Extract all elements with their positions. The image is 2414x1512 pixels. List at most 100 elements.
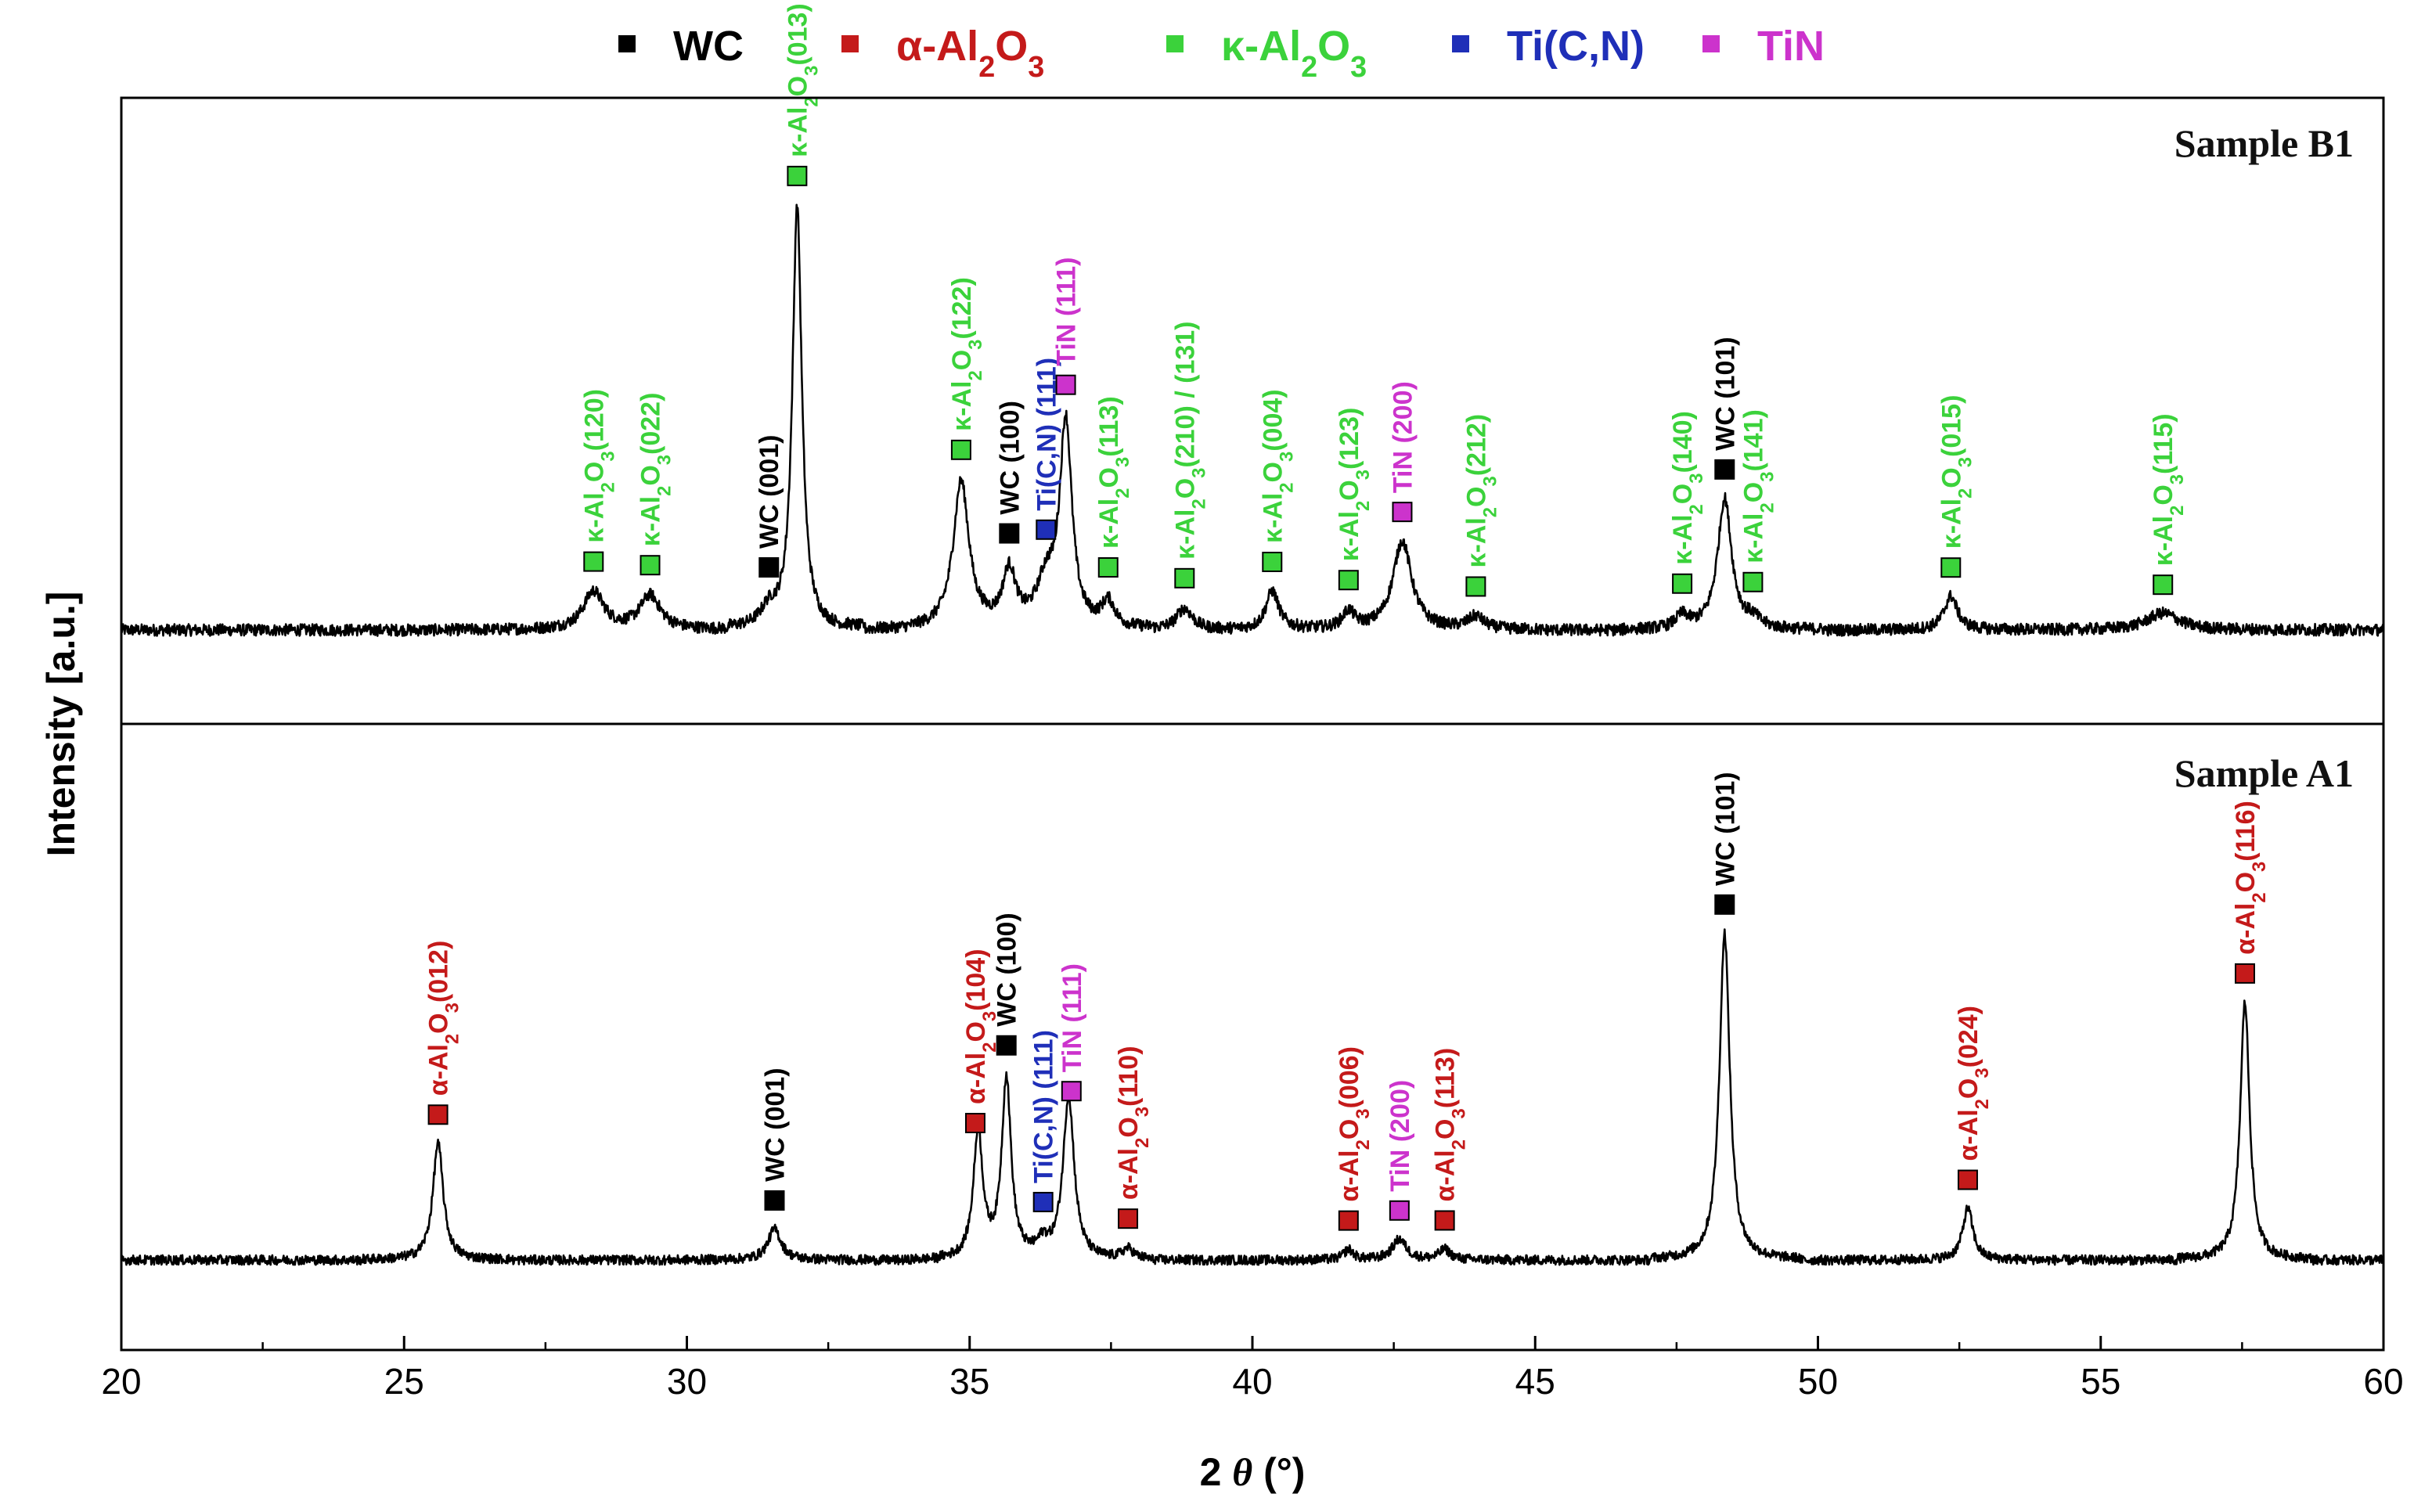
peak-marker-tin [1392,502,1413,523]
peak-marker-kappa [787,165,808,186]
peak-marker-WC [1714,894,1735,915]
peak-annotation: κ-Al2O3(141) [1738,409,1778,592]
peak-annotation: Ti(C,N) (111) [1029,1030,1059,1212]
legend-item-al2o3: κ-Al2O3 [1166,23,1367,84]
peak-marker-alpha [427,1104,449,1125]
peak-annotation: WC (101) [1710,337,1740,480]
peak-label: α-Al2O3(024) [1954,1006,1993,1161]
legend-swatch-ti-c-n [1452,35,1469,52]
legend-label-al2o3: κ-Al2O3 [1221,23,1367,84]
legend-item-al2o3: α-Al2O3 [841,23,1044,84]
peak-annotation: κ-Al2O3(123) [1335,408,1373,591]
peak-label: WC (001) [755,435,784,549]
peak-annotation: κ-Al2O3(212) [1461,414,1501,597]
peak-annotation: κ-Al2O3(140) [1668,411,1707,594]
peak-marker-WC [1714,459,1735,480]
peak-marker-alpha [1118,1208,1139,1229]
peak-label: κ-Al2O3(113) [1094,396,1133,549]
peak-marker-WC [758,557,780,578]
peak-annotation: WC (001) [755,435,784,578]
peak-label: WC (001) [760,1067,790,1181]
peak-label: κ-Al2O3(115) [2149,413,2188,566]
legend-label-tin: TiN [1757,23,1825,70]
peak-label: TiN (200) [1388,381,1418,493]
peak-label: α-Al2O3(006) [1335,1046,1374,1202]
peak-label: α-Al2O3(104) [961,949,1000,1104]
legend-swatch-wc [618,35,636,52]
peak-annotation: α-Al2O3(116) [2231,801,2270,984]
peak-annotation: α-Al2O3(113) [1431,1048,1470,1231]
peak-annotation: α-Al2O3(024) [1954,1006,1993,1190]
peak-label: TiN (200) [1385,1080,1415,1192]
peak-annotation: α-Al2O3(006) [1335,1046,1374,1231]
peak-marker-kappa [1465,576,1486,597]
peak-label: κ-Al2O3(022) [636,393,676,547]
panel-title-sample-b1: Sample B1 [2174,121,2354,165]
peak-marker-kappa [1940,557,1962,578]
peak-label: κ-Al2O3(120) [579,389,618,543]
peak-annotation: κ-Al2O3(013) [783,3,822,186]
panel-title-sample-a1: Sample A1 [2174,751,2354,795]
peak-marker-kappa [1174,567,1195,589]
peak-label: WC (101) [1710,772,1740,885]
peak-marker-WC [999,523,1020,544]
x-tick-label: 60 [2363,1361,2403,1402]
peak-label: κ-Al2O3(212) [1461,414,1501,568]
peak-marker-kappa [2153,574,2174,596]
peak-annotation: κ-Al2O3(120) [579,389,618,572]
peak-label: WC (100) [995,401,1025,514]
legend-item-wc: WC [618,23,744,70]
peak-annotation: κ-Al2O3(004) [1258,389,1297,573]
peak-annotation: WC (101) [1710,772,1740,915]
peak-marker-kappa [1672,573,1693,594]
peak-marker-ticn [1036,519,1057,540]
panel-sample-b1: Sample B1 κ-Al2O3(120) κ-Al2O3(022) WC (001… [120,3,2385,637]
peak-label: α-Al2O3(012) [424,941,463,1096]
peak-marker-kappa [1097,557,1119,578]
peak-annotation: κ-Al2O3(022) [636,393,676,576]
peak-label: WC (101) [1710,337,1740,450]
peak-label: κ-Al2O3(013) [783,3,822,157]
y-axis-label: Intensity [a.u.] [39,592,83,857]
legend-swatch-al2o3 [841,35,859,52]
peak-marker-tin [1055,374,1076,395]
legend-swatch-tin [1702,35,1720,52]
peak-annotation: κ-Al2O3(113) [1094,396,1133,578]
peak-label: TiN (111) [1057,963,1087,1072]
peak-marker-kappa [1262,552,1283,573]
legend-label-ti-c-n: Ti(C,N) [1507,23,1645,70]
x-tick-label: 30 [667,1361,707,1402]
peak-label: α-Al2O3(116) [2231,801,2270,955]
peak-marker-tin [1061,1081,1082,1102]
peak-marker-kappa [640,555,661,576]
peak-label: α-Al2O3(113) [1431,1048,1470,1202]
peak-annotation: κ-Al2O3(210) / (131) [1170,321,1209,589]
x-tick-label: 45 [1515,1361,1555,1402]
xrd-pattern-sample-a1 [121,928,2385,1266]
peak-annotation: WC (001) [760,1067,790,1211]
peak-annotation: TiN (200) [1388,381,1418,523]
peak-label: TiN (111) [1052,257,1082,365]
peak-marker-kappa [1742,571,1764,592]
xrd-pattern-sample-b1 [120,203,2385,637]
x-tick-label: 40 [1232,1361,1272,1402]
peak-label: WC (100) [993,913,1022,1026]
x-tick-label: 20 [101,1361,141,1402]
plot-panels: Sample B1 κ-Al2O3(120) κ-Al2O3(022) WC (001… [120,3,2385,1266]
peak-marker-alpha [1434,1210,1455,1231]
peak-marker-WC [996,1035,1017,1056]
peak-label: Ti(C,N) (111) [1029,1030,1059,1183]
peak-label: κ-Al2O3(210) / (131) [1170,321,1209,559]
peak-annotation: κ-Al2O3(115) [2149,413,2188,596]
peak-label: κ-Al2O3(015) [1937,395,1976,549]
peak-marker-alpha [1338,1210,1359,1231]
peak-marker-kappa [950,439,971,460]
peak-label: κ-Al2O3(141) [1738,409,1778,563]
legend-label-wc: WC [673,23,744,70]
legend-label-al2o3: α-Al2O3 [896,23,1044,84]
x-tick-label: 25 [384,1361,424,1402]
x-tick-label: 35 [949,1361,989,1402]
peak-marker-alpha [2234,963,2255,984]
peak-marker-kappa [1338,570,1359,591]
